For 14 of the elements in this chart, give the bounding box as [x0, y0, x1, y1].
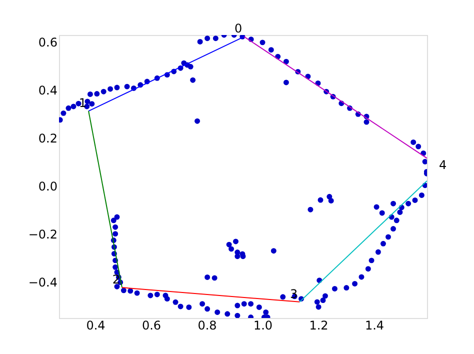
x-tick-label: 1.2 [309, 318, 328, 332]
x-tick-label: 1.4 [364, 318, 384, 332]
y-tick-label: 0.6 [38, 36, 58, 50]
x-tick-label: 0.4 [86, 318, 106, 332]
x-tick-label: 1.0 [253, 318, 273, 332]
y-tick-label: −0.2 [28, 228, 58, 242]
y-tick-label: 0.0 [38, 180, 58, 194]
y-tick-label: 0.4 [38, 84, 58, 98]
y-tick-label: 0.2 [38, 132, 58, 146]
y-tick-label: −0.4 [28, 276, 58, 290]
x-tick-label: 0.6 [142, 318, 162, 332]
annotation: 0 [234, 22, 242, 36]
x-tick-label: 0.8 [198, 318, 217, 332]
text: 4 [439, 158, 447, 172]
